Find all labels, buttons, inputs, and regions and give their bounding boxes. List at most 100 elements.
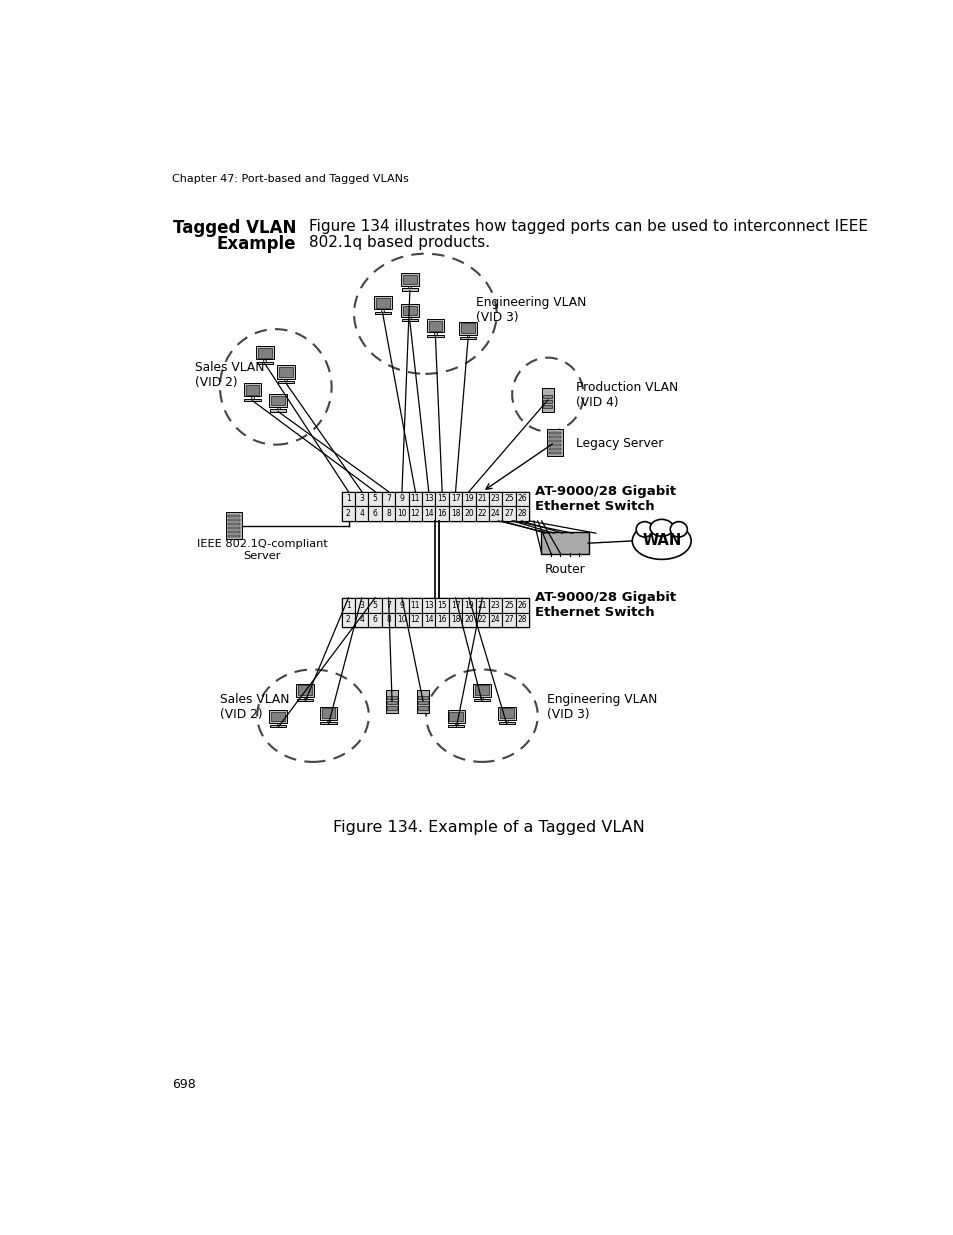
FancyBboxPatch shape xyxy=(476,506,489,521)
FancyBboxPatch shape xyxy=(462,598,476,613)
FancyBboxPatch shape xyxy=(381,613,395,627)
FancyBboxPatch shape xyxy=(408,613,421,627)
FancyBboxPatch shape xyxy=(258,348,272,358)
Text: 17: 17 xyxy=(450,494,460,504)
FancyBboxPatch shape xyxy=(381,598,395,613)
FancyBboxPatch shape xyxy=(255,346,274,359)
FancyBboxPatch shape xyxy=(548,440,560,442)
FancyBboxPatch shape xyxy=(435,506,448,521)
Text: 6: 6 xyxy=(373,509,377,517)
FancyBboxPatch shape xyxy=(448,506,462,521)
Text: 7: 7 xyxy=(386,494,391,504)
FancyBboxPatch shape xyxy=(448,613,462,627)
FancyBboxPatch shape xyxy=(447,710,465,722)
FancyBboxPatch shape xyxy=(416,689,429,713)
Text: IEEE 802.1Q-compliant
Server: IEEE 802.1Q-compliant Server xyxy=(196,540,327,561)
FancyBboxPatch shape xyxy=(548,436,560,438)
FancyBboxPatch shape xyxy=(421,613,435,627)
FancyBboxPatch shape xyxy=(401,320,417,321)
Text: 22: 22 xyxy=(477,509,487,517)
FancyBboxPatch shape xyxy=(497,706,515,720)
FancyBboxPatch shape xyxy=(228,531,240,532)
FancyBboxPatch shape xyxy=(448,492,462,506)
FancyBboxPatch shape xyxy=(244,399,260,401)
FancyBboxPatch shape xyxy=(368,492,381,506)
FancyBboxPatch shape xyxy=(381,506,395,521)
Text: 13: 13 xyxy=(423,600,433,610)
FancyBboxPatch shape xyxy=(401,289,417,290)
Text: 7: 7 xyxy=(386,600,391,610)
FancyBboxPatch shape xyxy=(298,685,312,695)
FancyBboxPatch shape xyxy=(271,396,285,405)
Text: Router: Router xyxy=(544,563,584,577)
FancyBboxPatch shape xyxy=(374,296,391,309)
FancyBboxPatch shape xyxy=(368,506,381,521)
FancyBboxPatch shape xyxy=(341,613,355,627)
FancyBboxPatch shape xyxy=(458,321,476,335)
Text: 1: 1 xyxy=(346,494,351,504)
FancyBboxPatch shape xyxy=(435,613,448,627)
Text: Engineering VLAN
(VID 3): Engineering VLAN (VID 3) xyxy=(476,296,585,324)
FancyBboxPatch shape xyxy=(228,527,240,529)
FancyBboxPatch shape xyxy=(355,492,368,506)
FancyBboxPatch shape xyxy=(462,506,476,521)
FancyBboxPatch shape xyxy=(395,598,408,613)
FancyBboxPatch shape xyxy=(466,335,469,337)
FancyBboxPatch shape xyxy=(548,432,560,435)
FancyBboxPatch shape xyxy=(542,405,552,409)
Text: 26: 26 xyxy=(517,600,527,610)
Text: 24: 24 xyxy=(491,615,500,625)
Text: 802.1q based products.: 802.1q based products. xyxy=(309,235,490,251)
FancyBboxPatch shape xyxy=(502,598,516,613)
FancyBboxPatch shape xyxy=(243,383,261,396)
FancyBboxPatch shape xyxy=(395,506,408,521)
FancyBboxPatch shape xyxy=(448,725,464,727)
Text: 20: 20 xyxy=(464,615,474,625)
FancyBboxPatch shape xyxy=(474,699,490,701)
FancyBboxPatch shape xyxy=(502,613,516,627)
FancyBboxPatch shape xyxy=(375,298,389,308)
Text: 10: 10 xyxy=(396,509,406,517)
Text: 4: 4 xyxy=(359,615,364,625)
FancyBboxPatch shape xyxy=(341,598,355,613)
Text: AT-9000/28 Gigabit
Ethernet Switch: AT-9000/28 Gigabit Ethernet Switch xyxy=(535,590,676,619)
FancyBboxPatch shape xyxy=(228,520,240,521)
Ellipse shape xyxy=(636,521,653,537)
FancyBboxPatch shape xyxy=(428,321,442,331)
FancyBboxPatch shape xyxy=(505,720,508,722)
FancyBboxPatch shape xyxy=(455,722,457,725)
Text: 19: 19 xyxy=(464,494,474,504)
Text: 13: 13 xyxy=(423,494,433,504)
FancyBboxPatch shape xyxy=(303,697,307,699)
Text: 2: 2 xyxy=(346,615,351,625)
Text: 28: 28 xyxy=(517,509,527,517)
FancyBboxPatch shape xyxy=(408,317,411,320)
FancyBboxPatch shape xyxy=(489,598,502,613)
FancyBboxPatch shape xyxy=(395,492,408,506)
Text: 19: 19 xyxy=(464,600,474,610)
FancyBboxPatch shape xyxy=(421,506,435,521)
FancyBboxPatch shape xyxy=(476,598,489,613)
FancyBboxPatch shape xyxy=(489,492,502,506)
FancyBboxPatch shape xyxy=(368,613,381,627)
FancyBboxPatch shape xyxy=(341,506,355,521)
FancyBboxPatch shape xyxy=(434,332,436,335)
FancyBboxPatch shape xyxy=(435,598,448,613)
FancyBboxPatch shape xyxy=(226,513,241,538)
FancyBboxPatch shape xyxy=(271,711,285,721)
FancyBboxPatch shape xyxy=(502,506,516,521)
Text: Figure 134 illustrates how tagged ports can be used to interconnect IEEE: Figure 134 illustrates how tagged ports … xyxy=(309,219,867,235)
FancyBboxPatch shape xyxy=(473,683,490,697)
FancyBboxPatch shape xyxy=(400,273,418,287)
FancyBboxPatch shape xyxy=(246,385,259,394)
FancyBboxPatch shape xyxy=(276,408,279,409)
FancyBboxPatch shape xyxy=(228,524,240,525)
Text: 2: 2 xyxy=(346,509,351,517)
FancyBboxPatch shape xyxy=(381,309,384,311)
Text: 1: 1 xyxy=(346,600,351,610)
FancyBboxPatch shape xyxy=(228,535,240,537)
FancyBboxPatch shape xyxy=(489,613,502,627)
Text: 14: 14 xyxy=(423,509,433,517)
Text: 20: 20 xyxy=(464,509,474,517)
FancyBboxPatch shape xyxy=(277,380,294,383)
